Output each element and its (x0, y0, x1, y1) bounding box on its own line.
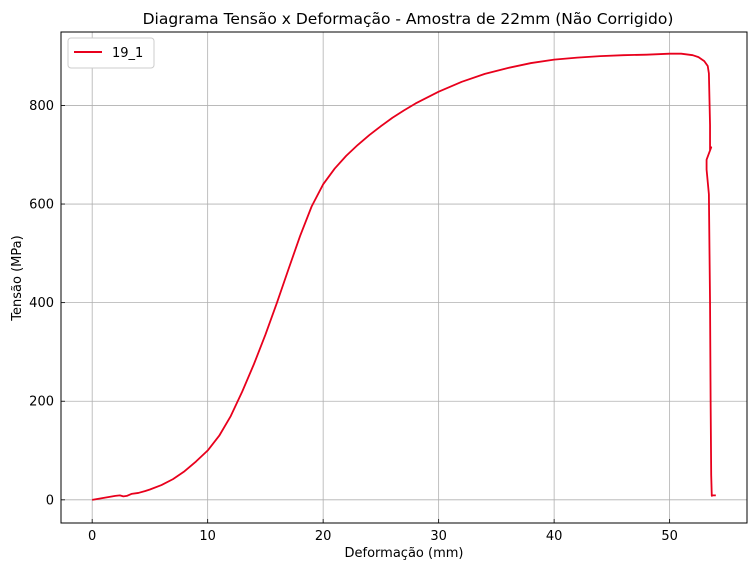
x-axis-label: Deformação (mm) (345, 546, 464, 561)
axis-ticks: 0 10 20 30 40 50 0 200 400 600 800 (29, 99, 678, 544)
chart-title: Diagrama Tensão x Deformação - Amostra d… (143, 10, 674, 28)
grid-lines (61, 32, 747, 523)
plot-frame (60, 31, 748, 524)
x-tick-label: 30 (430, 529, 447, 544)
y-tick-label: 800 (29, 99, 54, 114)
x-tick-label: 20 (315, 529, 332, 544)
x-tick-label: 50 (661, 529, 678, 544)
y-tick-label: 600 (29, 198, 54, 213)
series-group (92, 52, 716, 501)
y-tick-label: 400 (29, 296, 54, 311)
y-tick-label: 0 (46, 493, 54, 508)
series-line-19_1 (92, 52, 716, 501)
x-tick-label: 0 (88, 529, 96, 544)
legend-box (67, 37, 155, 69)
y-axis-label: Tensão (MPa) (10, 235, 25, 321)
legend: 19_1 (67, 37, 155, 69)
legend-label-19_1: 19_1 (112, 46, 143, 61)
x-tick-label: 10 (199, 529, 216, 544)
x-tick-label: 40 (546, 529, 563, 544)
y-tick-label: 200 (29, 395, 54, 410)
